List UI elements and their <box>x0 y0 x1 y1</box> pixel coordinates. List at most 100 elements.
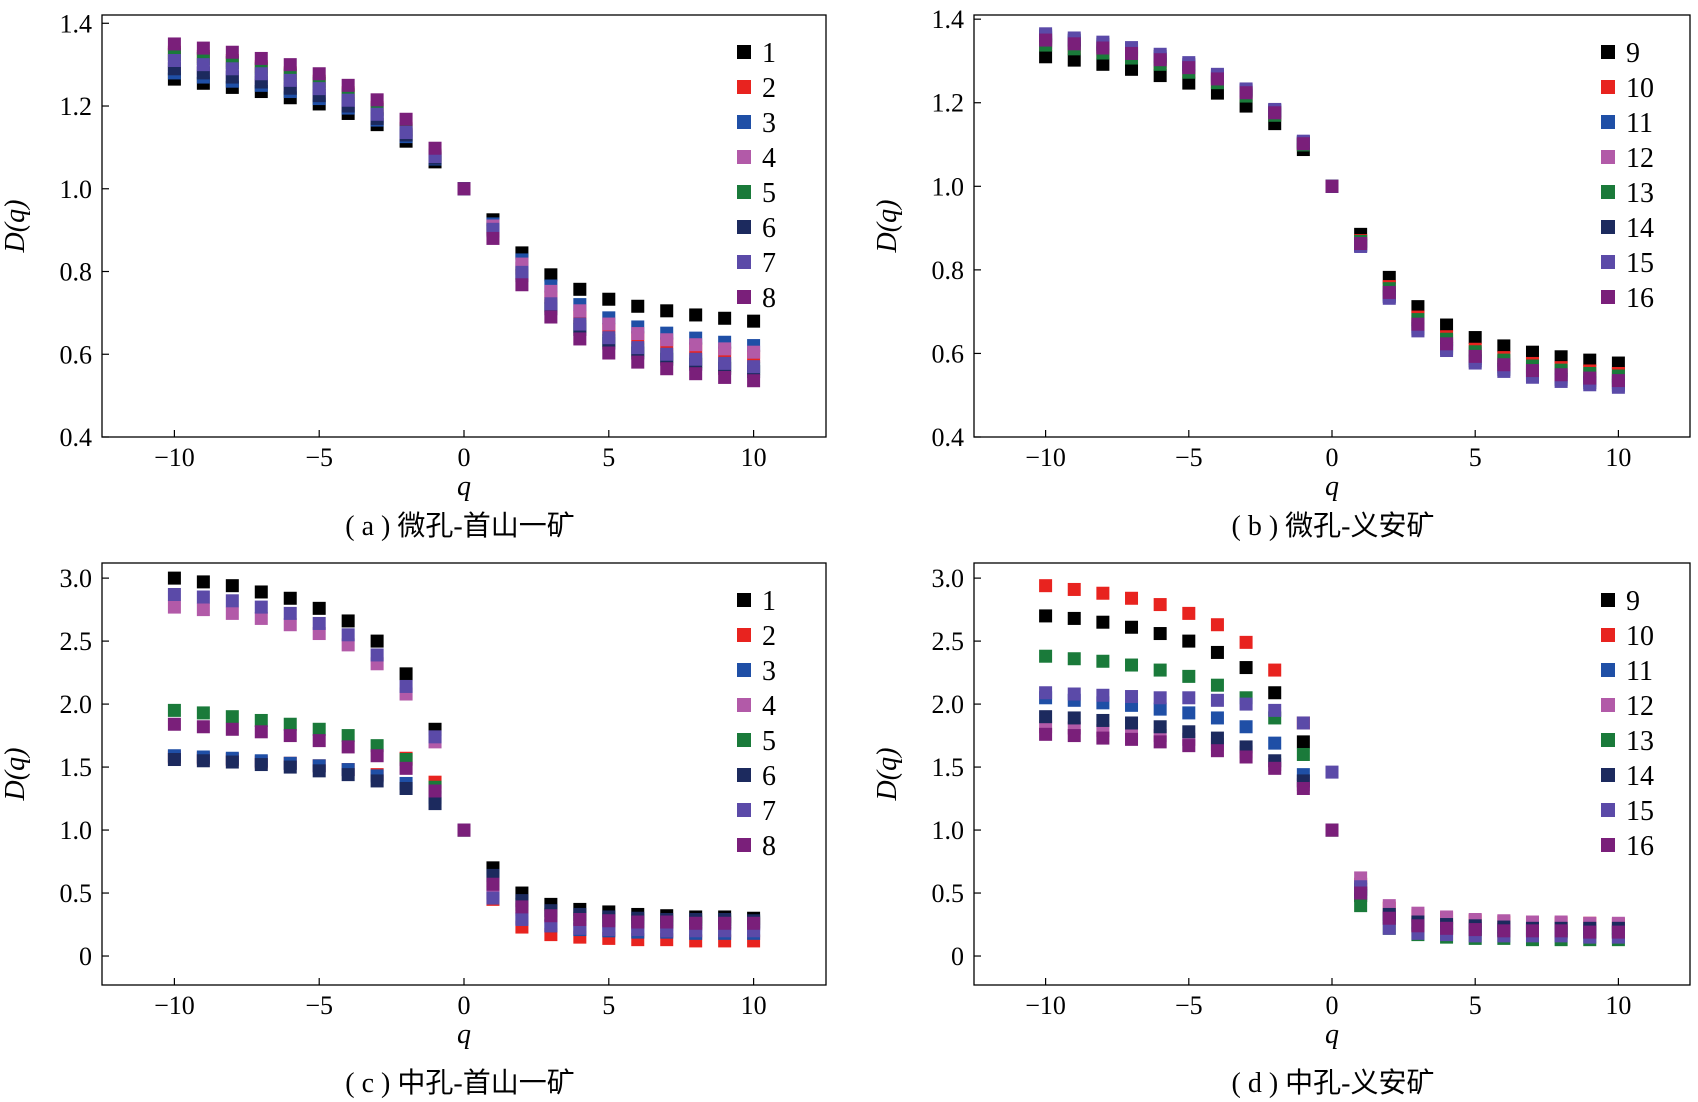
data-point-series-8 <box>631 355 645 369</box>
legend-marker <box>737 80 751 94</box>
panel-caption: ( c ) 中孔-首山一矿 <box>345 1067 574 1099</box>
plot-frame <box>101 562 827 986</box>
x-axis-label: q <box>457 471 471 502</box>
y-tick-label: 3.0 <box>60 564 93 593</box>
legend-label: 2 <box>762 621 776 652</box>
data-point-series-14 <box>1096 713 1110 727</box>
data-point-series-9 <box>1411 300 1425 314</box>
data-point-series-9 <box>1468 331 1482 345</box>
data-point-series-8 <box>254 725 268 739</box>
x-tick-label: 10 <box>741 443 767 472</box>
data-point-series-7 <box>283 606 297 620</box>
legend-label: 11 <box>1626 108 1653 139</box>
data-point-series-15 <box>1210 693 1224 707</box>
data-point-series-8 <box>196 720 210 734</box>
legend-marker <box>737 593 751 607</box>
legend-label: 6 <box>762 213 776 244</box>
data-point-series-16 <box>1096 731 1110 745</box>
data-point-series-9 <box>1067 53 1081 67</box>
legend-label: 12 <box>1626 143 1654 174</box>
data-point-series-4 <box>283 618 297 632</box>
data-point-series-8 <box>573 912 587 926</box>
legend-label: 2 <box>762 73 776 104</box>
data-point-series-7 <box>689 352 703 366</box>
data-point-series-9 <box>1296 735 1310 749</box>
x-tick-label: 5 <box>602 443 615 472</box>
data-point-series-9 <box>1525 345 1539 359</box>
data-point-series-8 <box>515 900 529 914</box>
data-point-series-16 <box>1182 61 1196 75</box>
data-point-series-6 <box>312 764 326 778</box>
data-point-series-1 <box>312 601 326 615</box>
data-point-series-16 <box>1039 727 1053 741</box>
data-point-series-4 <box>747 345 761 359</box>
data-point-series-8 <box>718 370 732 384</box>
data-point-series-16 <box>1153 53 1167 67</box>
data-point-series-9 <box>1153 627 1167 641</box>
x-axis-label: q <box>1325 471 1339 502</box>
data-point-series-4 <box>312 627 326 641</box>
data-point-series-16 <box>1067 37 1081 51</box>
y-tick-label: 0.4 <box>60 423 93 452</box>
data-point-series-14 <box>1153 720 1167 734</box>
legend-label: 8 <box>762 283 776 314</box>
y-tick-label: 1.0 <box>60 816 93 845</box>
data-point-series-4 <box>196 603 210 617</box>
data-point-series-8 <box>428 784 442 798</box>
y-tick-label: 2.5 <box>60 627 93 656</box>
y-axis-label: D(q) <box>0 200 31 254</box>
data-point-series-8 <box>457 182 471 196</box>
legend-marker <box>1601 838 1615 852</box>
x-tick-label: 10 <box>1605 443 1631 472</box>
data-point-series-7 <box>283 73 297 87</box>
data-point-series-10 <box>1039 579 1053 593</box>
data-point-series-9 <box>1096 57 1110 71</box>
data-point-series-16 <box>1525 924 1539 938</box>
legend-label: 1 <box>762 586 776 617</box>
legend-label: 14 <box>1626 213 1654 244</box>
data-point-series-8 <box>631 915 645 929</box>
x-axis-label: q <box>1325 1019 1339 1050</box>
y-tick-label: 1.0 <box>932 816 965 845</box>
data-point-series-14 <box>1210 731 1224 745</box>
y-tick-label: 0.6 <box>60 340 93 369</box>
data-point-series-9 <box>1125 62 1139 76</box>
legend-marker <box>737 45 751 59</box>
data-point-series-4 <box>167 600 181 614</box>
data-point-series-7 <box>515 912 529 926</box>
data-point-series-8 <box>428 141 442 155</box>
data-point-series-7 <box>341 93 355 107</box>
y-tick-label: 0.6 <box>932 339 965 368</box>
data-point-series-9 <box>1067 611 1081 625</box>
data-point-series-9 <box>1039 50 1053 64</box>
data-point-series-7 <box>718 356 732 370</box>
data-point-series-1 <box>602 292 616 306</box>
data-point-series-16 <box>1440 921 1454 935</box>
legend-label: 16 <box>1626 283 1654 314</box>
data-point-series-8 <box>341 740 355 754</box>
data-point-series-15 <box>1325 765 1339 779</box>
y-tick-label: 0.4 <box>932 423 965 452</box>
data-point-series-15 <box>1039 686 1053 700</box>
legend-marker <box>1601 220 1615 234</box>
data-point-series-7 <box>399 679 413 693</box>
data-point-series-6 <box>341 768 355 782</box>
data-point-series-8 <box>718 916 732 930</box>
legend-label: 14 <box>1626 761 1654 792</box>
y-tick-label: 0.5 <box>60 879 93 908</box>
y-tick-label: 2.0 <box>60 690 93 719</box>
data-point-series-16 <box>1382 285 1396 299</box>
legend-marker <box>737 255 751 269</box>
data-point-series-7 <box>747 360 761 374</box>
x-tick-label: 5 <box>602 991 615 1020</box>
data-point-series-9 <box>1096 615 1110 629</box>
data-point-series-1 <box>167 571 181 585</box>
data-point-series-8 <box>660 362 674 376</box>
chart-panel-c: −10 −5 0 5 10 0 0.5 1.0 1.5 2.0 2.5 3.0 q D(q) ( c ) 中… <box>0 562 827 1099</box>
data-point-series-16 <box>1296 781 1310 795</box>
data-point-series-9 <box>1554 350 1568 364</box>
data-point-series-10 <box>1096 586 1110 600</box>
data-point-series-7 <box>631 341 645 355</box>
x-tick-label: 5 <box>1469 443 1482 472</box>
data-point-series-16 <box>1611 925 1625 939</box>
